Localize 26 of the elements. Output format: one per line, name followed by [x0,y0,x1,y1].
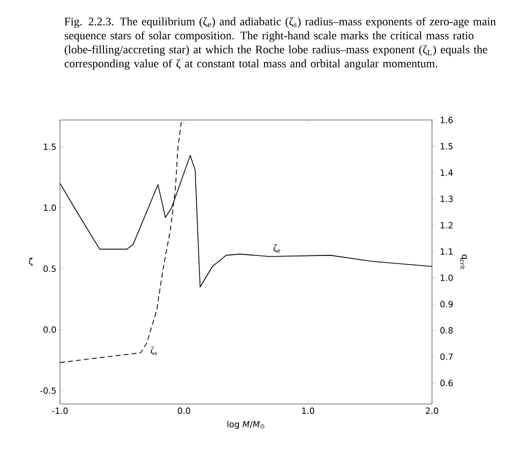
y-axis-title: ζ [28,258,33,266]
series-label: ζ$_{s}$ [150,346,157,356]
y2-tick-label: 1.3 [440,196,453,202]
x-tick-label: 2.0 [426,408,438,414]
series-label: ζ$_{e}$ [274,244,280,253]
x-axis-title: log M/M$_{⊙}$ [227,420,264,430]
y2-tick-label: 0.6 [440,380,453,386]
y2-tick-label: 1.4 [440,169,453,176]
x-tick-label: 1.0 [302,408,314,414]
y-tick-label: 0.5 [44,265,56,272]
y2-tick-label: 1.6 [440,116,453,124]
y-tick-label: -0.5 [40,387,56,394]
y2-tick-label: 0.7 [440,353,453,360]
y2-tick-label: 0.8 [440,327,453,334]
y-tick-label: 0.0 [44,326,56,333]
chart-title: Fig. 2.2.3. The equilibrium (ζ$_{e}$) and adiabatic (ζ$_{s}$) radius–mass exponents of zero-age main sequence stars of solar composition. The right-hand scale marks the critical mass ratio (lobe-filling/accreting star) at which the Roche lobe radius–mass exponent (ζ$_{L}$) equals the corresponding value of ζ at constant total mass and orbital angular momentum. [64,17,496,70]
x-tick-label: -1.0 [52,408,68,414]
y2-tick-label: 1.5 [440,143,453,150]
x-tick-label: 0.0 [178,408,190,414]
y2-tick-label: 1.0 [440,274,453,281]
y2-axis-title: q$_{crit}$ [460,254,467,270]
y2-tick-label: 0.9 [440,300,453,308]
y-tick-label: 1.5 [44,144,56,150]
y2-tick-label: 1.2 [440,222,452,228]
y2-tick-label: 1.1 [440,248,453,255]
y-tick-label: 1.0 [44,204,56,211]
